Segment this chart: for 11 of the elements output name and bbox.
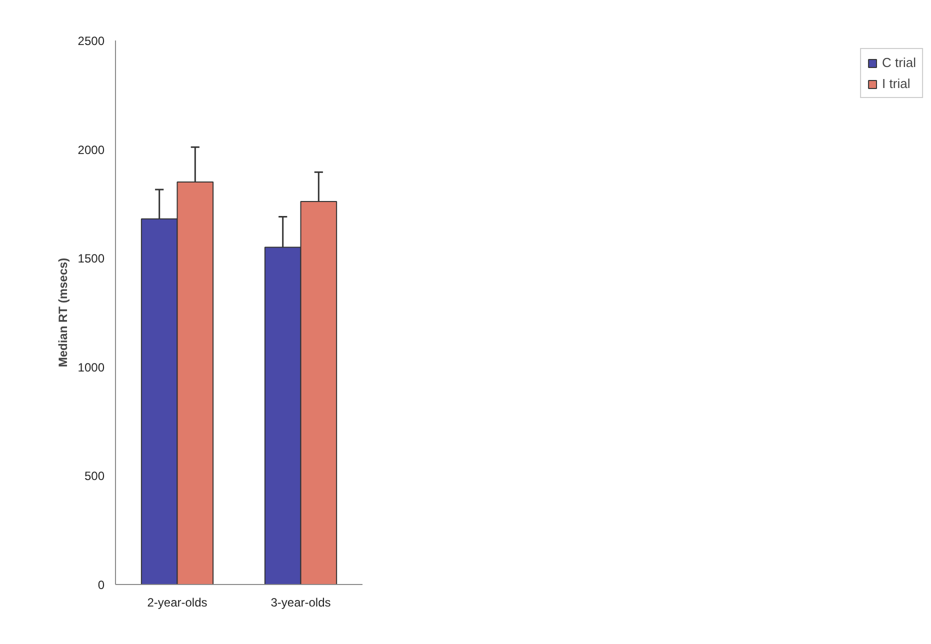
legend-label: C trial: [882, 55, 916, 70]
y-tick-label: 0: [98, 578, 105, 592]
legend-label: I trial: [882, 76, 910, 91]
x-tick-label: 3-year-olds: [270, 596, 331, 610]
x-tick-label: 2-year-olds: [147, 596, 208, 610]
y-tick-label: 1500: [78, 252, 105, 266]
y-tick-label: 500: [84, 469, 105, 484]
y-tick-label: 2000: [78, 142, 105, 157]
y-tick-label: 2500: [78, 34, 105, 48]
y-axis-title: Median RT (msecs): [56, 258, 70, 368]
y-tick-label: 1000: [78, 360, 105, 374]
